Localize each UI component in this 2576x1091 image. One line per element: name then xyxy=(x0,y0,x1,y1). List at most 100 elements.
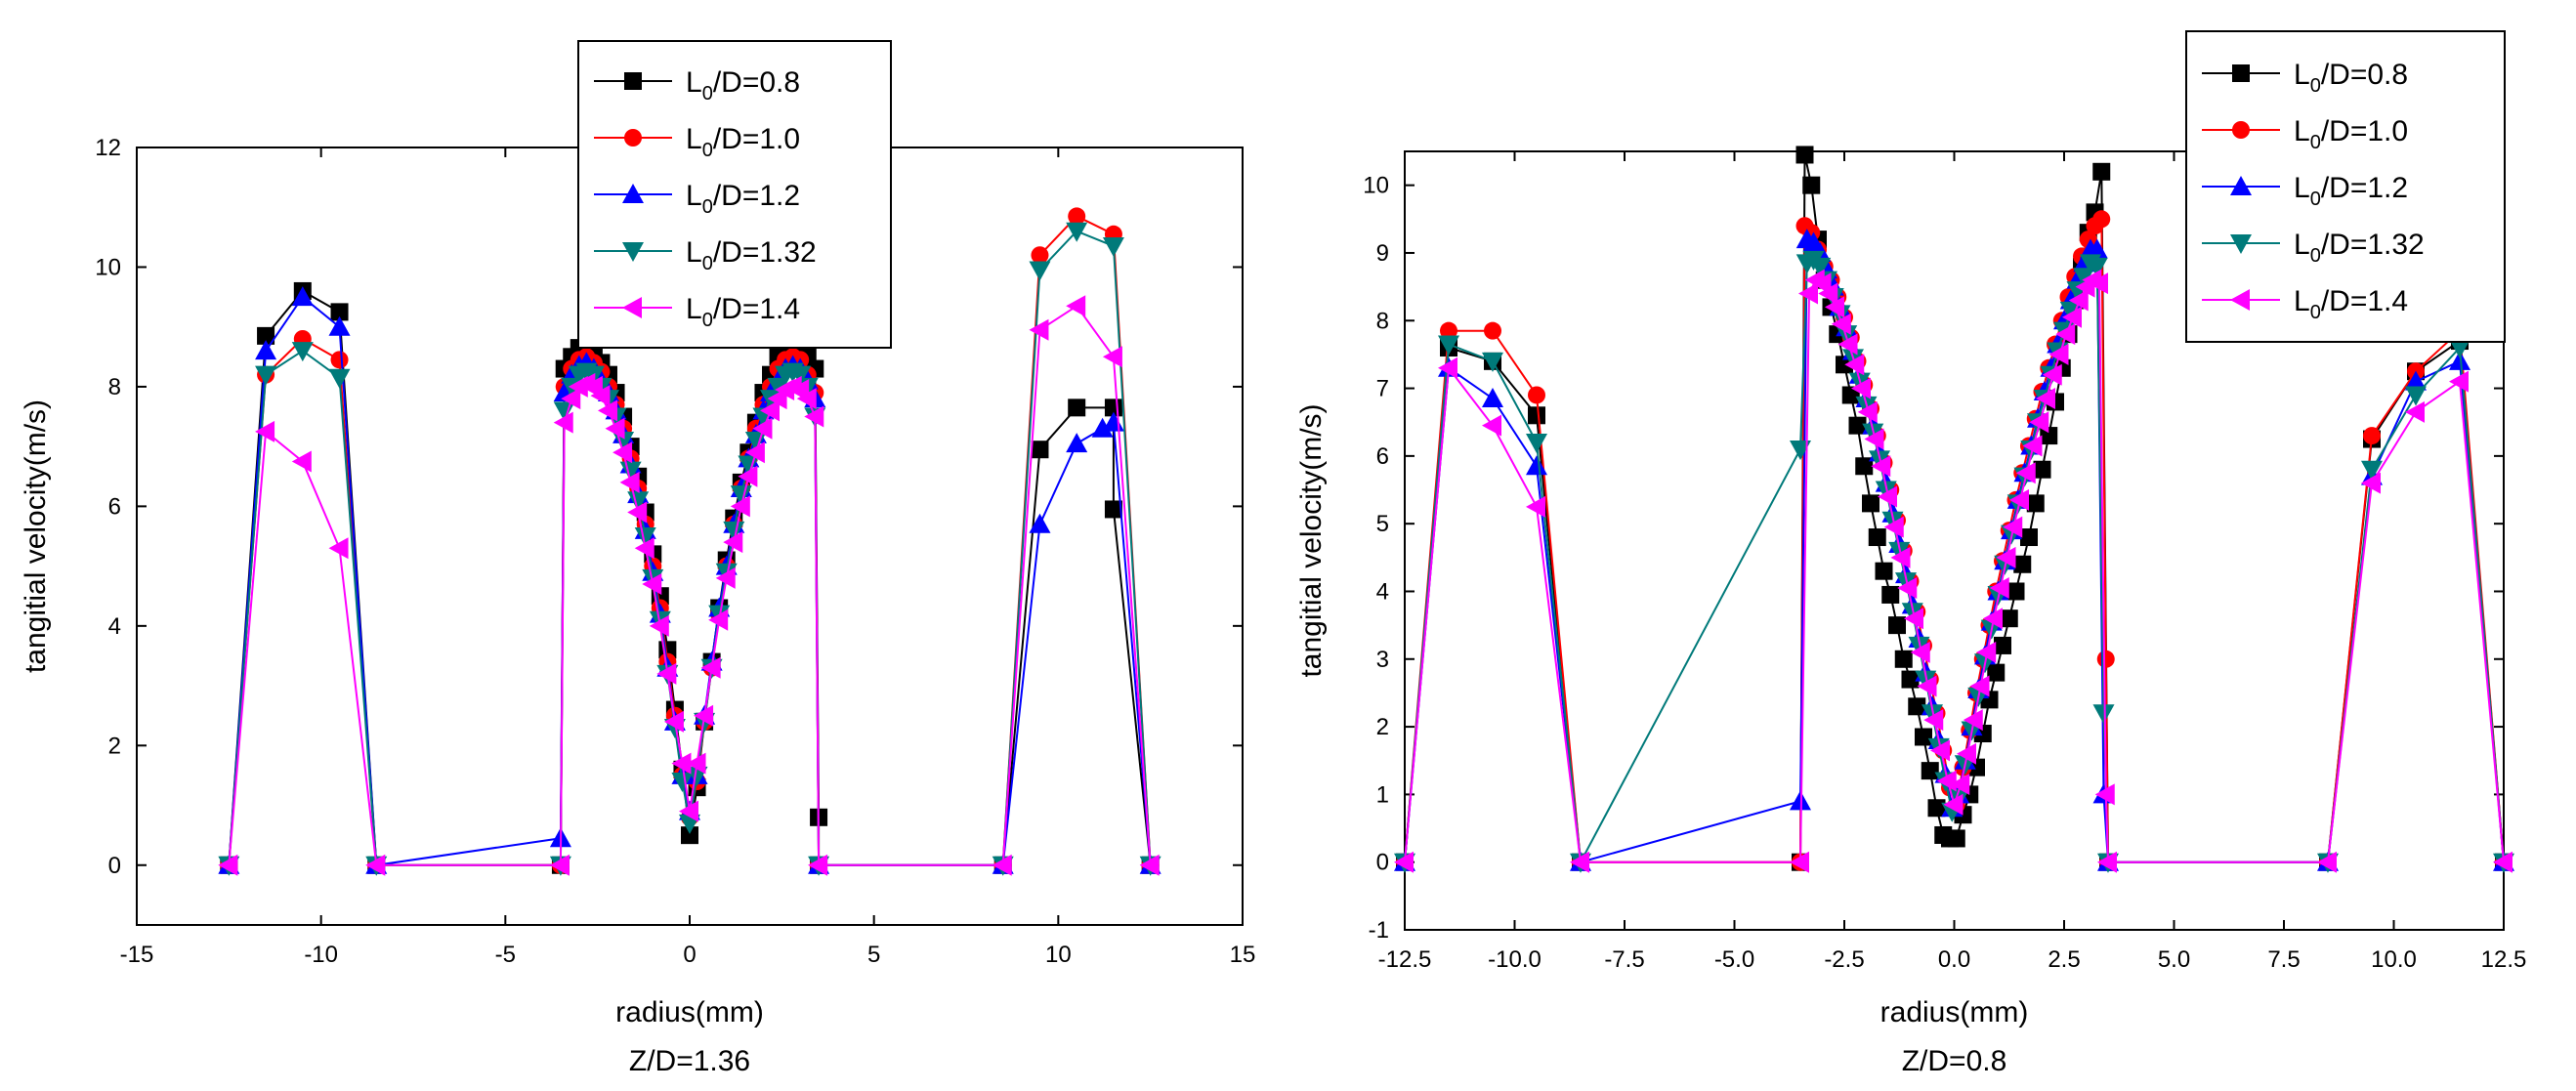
data-point xyxy=(2009,488,2029,511)
data-point xyxy=(681,826,698,845)
data-point xyxy=(1894,650,1913,668)
data-point xyxy=(1963,709,1983,732)
data-point xyxy=(1901,670,1920,689)
legend-marker xyxy=(2230,289,2250,311)
data-point xyxy=(634,527,656,547)
data-point xyxy=(804,405,824,428)
data-point xyxy=(767,377,789,398)
data-point xyxy=(627,491,650,512)
data-point xyxy=(1910,641,1930,663)
data-point xyxy=(2094,783,2115,806)
data-point xyxy=(1862,494,1879,513)
data-point xyxy=(1875,562,1893,580)
data-point xyxy=(686,752,706,775)
chart-caption: Z/D=1.36 xyxy=(629,1045,750,1077)
data-point xyxy=(1031,246,1049,265)
data-point xyxy=(1927,799,1946,818)
y-tick-label: 6 xyxy=(1376,443,1389,470)
data-point xyxy=(1888,616,1906,635)
data-point xyxy=(1066,433,1088,453)
data-point xyxy=(1790,851,1809,873)
data-point xyxy=(1837,333,1858,356)
data-point xyxy=(1068,399,1086,417)
data-point xyxy=(744,441,765,464)
legend-marker xyxy=(2230,176,2252,195)
data-point xyxy=(1438,357,1457,379)
legend: L0/D=0.8 L0/D=1.0 L0/D=1.2 L0/D=1.32 L0/D=1.… xyxy=(2185,30,2506,343)
legend-label: L0/D=1.32 xyxy=(686,236,817,274)
data-point xyxy=(2026,494,2045,513)
data-point xyxy=(1868,528,1886,547)
data-point xyxy=(634,537,655,560)
y-tick-label: 3 xyxy=(1376,647,1389,673)
x-tick-label: 7.5 xyxy=(2267,946,2300,973)
data-point xyxy=(2092,162,2111,181)
y-tick-label: 5 xyxy=(1376,511,1389,537)
x-axis-label: radius(mm) xyxy=(615,996,764,1028)
chart-right: -12.5 -10.0 -7.5 -5.0 -2.5 0.0 2.5 5.0 7.5 10.0 12… xyxy=(1295,30,2527,1077)
data-point xyxy=(1528,406,1545,425)
data-point xyxy=(789,365,812,386)
data-point xyxy=(1798,282,1818,305)
data-point xyxy=(1848,416,1867,435)
data-point xyxy=(1989,577,2009,600)
data-point xyxy=(1570,851,1589,873)
data-point xyxy=(1855,457,1874,476)
y-tick-label: 1 xyxy=(1376,781,1389,808)
y-tick-label: 8 xyxy=(1376,308,1389,334)
legend-marker xyxy=(622,297,642,318)
data-point xyxy=(2033,460,2051,479)
data-point xyxy=(2003,516,2023,538)
x-tick-label: 12.5 xyxy=(2481,946,2527,973)
series-4 xyxy=(218,295,1160,876)
data-point xyxy=(708,608,729,631)
data-point xyxy=(1841,386,1860,404)
legend-label: L0/D=1.0 xyxy=(2294,115,2408,153)
data-point xyxy=(1994,636,2011,654)
data-point xyxy=(1526,455,1547,476)
y-tick-label: 6 xyxy=(108,493,121,520)
data-point xyxy=(1857,400,1878,423)
x-tick-label: 5 xyxy=(867,942,880,968)
data-point xyxy=(365,854,386,876)
data-point xyxy=(1915,728,1932,746)
data-point xyxy=(1904,608,1923,630)
y-tick-label: -1 xyxy=(1369,917,1389,944)
data-point xyxy=(808,854,828,876)
data-point xyxy=(1915,670,1937,691)
data-point xyxy=(1484,321,1501,340)
data-point xyxy=(1066,295,1086,317)
data-point xyxy=(1921,704,1943,725)
x-tick-label: 10.0 xyxy=(2371,946,2417,973)
data-point xyxy=(2073,268,2095,288)
data-point xyxy=(549,854,570,876)
data-point xyxy=(328,368,351,389)
data-point xyxy=(1104,500,1122,519)
legend-label: L0/D=1.4 xyxy=(2294,285,2408,323)
data-point xyxy=(1438,335,1459,356)
data-point xyxy=(291,342,314,362)
legend-label: L0/D=0.8 xyxy=(686,66,800,105)
data-point xyxy=(671,773,694,793)
data-point xyxy=(663,710,684,733)
x-tick-label: 10 xyxy=(1045,942,1072,968)
data-point xyxy=(2055,323,2076,346)
data-point xyxy=(1029,318,1049,341)
data-point xyxy=(561,388,581,410)
data-point xyxy=(2022,435,2043,457)
data-point xyxy=(730,495,750,518)
y-tick-label: 0 xyxy=(1376,850,1389,876)
legend-marker xyxy=(2232,64,2250,82)
data-point xyxy=(619,461,642,482)
x-tick-label: -5 xyxy=(495,942,516,968)
data-point xyxy=(1831,313,1851,335)
data-point xyxy=(1066,222,1088,242)
legend-marker xyxy=(624,129,642,147)
data-point xyxy=(700,656,721,679)
data-point xyxy=(2068,289,2089,312)
data-point xyxy=(1102,346,1122,368)
x-tick-label: 0 xyxy=(683,942,696,968)
data-point xyxy=(1802,176,1821,194)
data-point xyxy=(291,450,312,473)
data-point xyxy=(330,303,349,321)
